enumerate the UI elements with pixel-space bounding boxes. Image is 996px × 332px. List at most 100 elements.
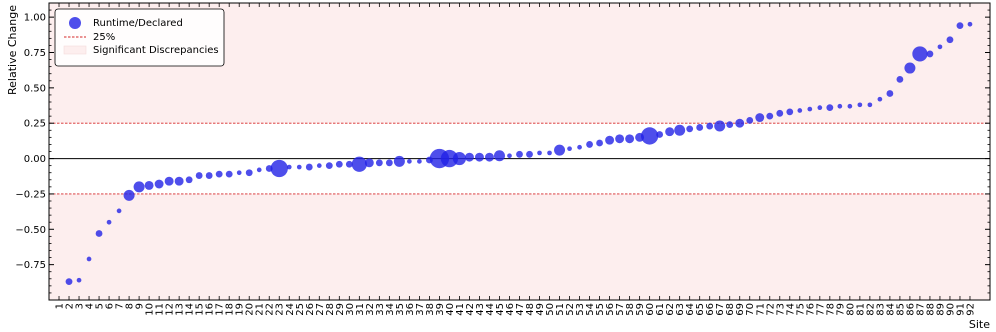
x-tick-label: 10: [145, 303, 156, 316]
data-point: [755, 113, 765, 123]
x-tick-label: 66: [705, 303, 716, 316]
x-tick-label: 1: [55, 303, 66, 309]
x-tick-label: 85: [895, 303, 906, 316]
data-point: [776, 109, 784, 117]
data-point: [493, 150, 505, 162]
x-tick-label: 37: [415, 303, 426, 316]
data-point: [325, 162, 333, 170]
x-tick-label: 14: [185, 303, 196, 316]
data-point: [674, 124, 686, 136]
data-point: [547, 150, 552, 156]
data-point: [516, 150, 523, 158]
data-point: [296, 164, 302, 170]
x-tick-label: 33: [375, 303, 386, 316]
x-tick-label: 36: [405, 303, 416, 316]
data-point: [154, 179, 164, 189]
data-point: [896, 75, 904, 83]
x-tick-label: 17: [215, 303, 226, 316]
x-tick-label: 20: [245, 303, 256, 316]
data-point: [956, 22, 964, 30]
data-point: [417, 159, 422, 164]
data-point: [133, 181, 145, 193]
data-point: [877, 96, 883, 102]
data-point: [375, 159, 383, 167]
data-point: [735, 118, 745, 128]
x-tick-label: 29: [335, 303, 346, 316]
data-point: [640, 127, 659, 145]
data-point: [106, 219, 112, 225]
data-point: [215, 170, 223, 178]
x-tick-label: 53: [575, 303, 586, 316]
x-tick-label: 4: [85, 303, 96, 309]
data-point: [316, 163, 322, 168]
data-point: [195, 172, 203, 179]
data-point: [205, 172, 213, 179]
x-tick-label: 2: [65, 303, 76, 309]
data-point: [245, 169, 253, 177]
data-point: [225, 170, 233, 178]
x-tick-label: 51: [555, 303, 566, 316]
data-point: [904, 62, 916, 74]
legend-label-series: Runtime/Declared: [93, 18, 183, 29]
data-point: [837, 103, 843, 109]
x-tick-label: 89: [935, 303, 946, 316]
data-point: [95, 230, 103, 237]
data-point: [886, 90, 894, 97]
x-tick-label: 52: [565, 303, 576, 316]
data-point: [706, 122, 714, 130]
x-tick-label: 82: [865, 303, 876, 316]
data-point: [926, 50, 934, 58]
data-point: [65, 278, 73, 286]
data-point: [76, 277, 82, 283]
data-point: [123, 189, 135, 201]
x-tick-label: 45: [495, 303, 506, 316]
x-tick-label: 54: [585, 303, 596, 316]
x-tick-label: 50: [545, 303, 556, 316]
x-axis: 1 2 3 4 5 6 7 8 9 10 11 12 13 14 15 16 17 18 19 20 21 22 23 24 2…: [55, 3, 976, 316]
data-point: [335, 160, 343, 168]
data-point: [537, 150, 542, 156]
data-point: [847, 103, 853, 109]
x-tick-label: 18: [225, 303, 236, 316]
data-point: [967, 21, 973, 27]
x-tick-label: 38: [425, 303, 436, 316]
x-tick-label: 64: [685, 303, 696, 316]
data-point: [475, 152, 484, 162]
x-tick-label: 57: [615, 303, 626, 316]
x-tick-label: 67: [715, 303, 726, 316]
x-tick-label: 34: [385, 303, 396, 316]
x-tick-label: 40: [445, 303, 456, 316]
data-point: [786, 108, 794, 116]
data-point: [605, 135, 615, 145]
x-tick-label: 87: [915, 303, 926, 316]
data-point: [393, 155, 405, 167]
x-tick-label: 22: [265, 303, 276, 316]
y-tick-label: 0.25: [24, 119, 46, 130]
data-point: [364, 158, 374, 168]
reference-lines: [49, 122, 990, 195]
x-tick-label: 47: [515, 303, 526, 316]
data-point: [746, 116, 754, 124]
data-point: [185, 176, 193, 184]
data-point: [116, 208, 122, 214]
legend-box: [54, 8, 225, 67]
x-tick-label: 74: [785, 303, 796, 316]
x-tick-label: 6: [105, 303, 116, 309]
x-tick-label: 68: [725, 303, 736, 316]
legend-label-significant: Significant Discrepancies: [93, 45, 219, 56]
x-tick-label: 43: [475, 303, 486, 316]
data-point: [270, 159, 288, 178]
x-tick-label: 23: [275, 303, 286, 316]
x-tick-label: 80: [845, 303, 856, 316]
data-point: [714, 120, 726, 132]
data-point: [452, 152, 466, 166]
data-point: [937, 44, 943, 50]
data-point: [615, 134, 625, 144]
x-tick-label: 76: [805, 303, 816, 316]
x-tick-label: 62: [665, 303, 676, 316]
y-tick-label: 0.00: [24, 154, 46, 165]
data-point: [625, 134, 635, 144]
x-tick-label: 26: [305, 303, 316, 316]
data-point: [485, 152, 494, 162]
x-tick-label: 90: [945, 303, 956, 316]
